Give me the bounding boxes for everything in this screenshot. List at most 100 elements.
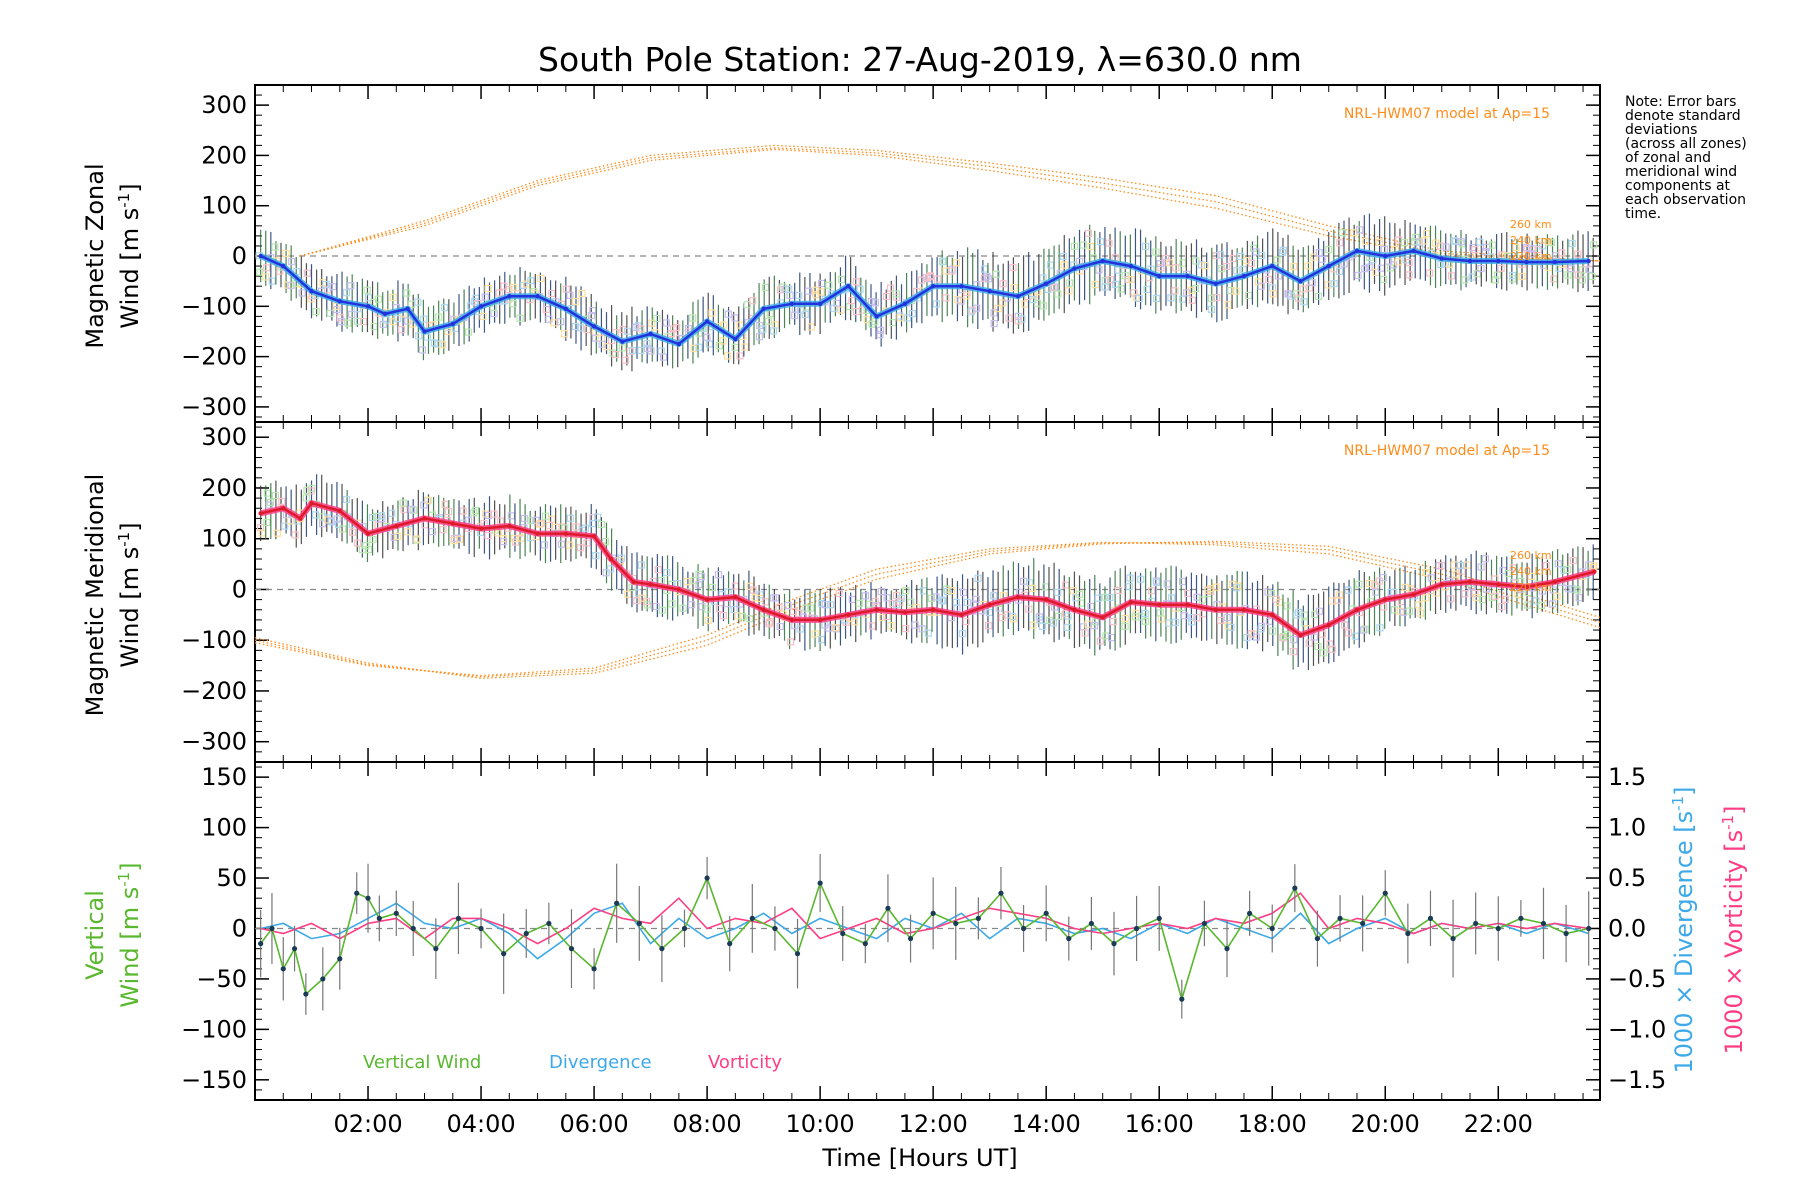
sample-point bbox=[657, 576, 665, 585]
sample-point bbox=[632, 323, 640, 331]
sample-point bbox=[973, 304, 981, 312]
sample-point bbox=[456, 535, 464, 543]
note-line: meridional wind bbox=[1625, 164, 1737, 180]
sample-point bbox=[1542, 562, 1550, 570]
sample-point bbox=[807, 604, 815, 612]
vertical-wind-point bbox=[659, 946, 665, 952]
series-point bbox=[930, 283, 936, 289]
vertical-wind-point bbox=[410, 925, 416, 932]
sample-point bbox=[1272, 595, 1280, 603]
sample-point bbox=[1257, 282, 1265, 290]
sample-point bbox=[766, 310, 774, 318]
sample-point bbox=[1450, 237, 1458, 245]
y-tick-label: −50 bbox=[196, 965, 247, 993]
sample-point bbox=[1338, 229, 1347, 237]
sample-point bbox=[654, 566, 662, 574]
series-point bbox=[987, 602, 992, 607]
sample-point bbox=[1212, 252, 1220, 260]
vorticity-ylabel-text: 1000 × Vorticity [s bbox=[1720, 830, 1748, 1055]
sample-point bbox=[705, 340, 713, 348]
series-point bbox=[1128, 599, 1134, 605]
sample-point bbox=[1090, 621, 1099, 630]
sample-point bbox=[771, 321, 779, 329]
sample-point bbox=[1416, 609, 1425, 617]
sample-point bbox=[1105, 239, 1113, 247]
sample-point bbox=[424, 496, 432, 504]
sample-point bbox=[1326, 640, 1334, 648]
sample-point bbox=[826, 601, 835, 609]
sample-point bbox=[1234, 582, 1242, 590]
sample-point bbox=[1549, 586, 1557, 594]
divergence-ylabel-sup: -1 bbox=[1669, 796, 1687, 811]
sample-point bbox=[397, 326, 406, 334]
sample-point bbox=[509, 283, 518, 292]
sample-point bbox=[1305, 639, 1313, 647]
sample-point bbox=[994, 304, 1002, 313]
vertical-wind-point bbox=[1382, 890, 1388, 896]
sample-point bbox=[286, 517, 295, 525]
sample-point bbox=[464, 328, 473, 336]
sample-point bbox=[755, 333, 764, 341]
sample-point bbox=[1038, 622, 1047, 630]
sample-point bbox=[970, 600, 978, 608]
vertical-wind-point bbox=[1088, 920, 1094, 927]
sample-point bbox=[1003, 611, 1011, 619]
sample-point bbox=[1218, 265, 1226, 273]
series-point bbox=[1411, 592, 1416, 597]
sample-point bbox=[1223, 613, 1231, 622]
sample-point bbox=[333, 515, 341, 523]
sample-point bbox=[848, 296, 856, 305]
sample-point bbox=[1192, 257, 1200, 265]
meridional-ylabel-unit: Wind [m s bbox=[116, 547, 144, 668]
sample-point bbox=[1163, 580, 1171, 588]
sample-point bbox=[1171, 618, 1180, 626]
sample-point bbox=[643, 339, 651, 348]
sample-point bbox=[805, 287, 813, 295]
sample-point bbox=[876, 331, 884, 339]
series-point bbox=[1524, 259, 1529, 265]
series-point bbox=[1241, 273, 1247, 279]
sample-point bbox=[746, 615, 754, 623]
sample-point bbox=[683, 578, 691, 586]
sample-point bbox=[1049, 619, 1057, 627]
sample-point bbox=[1310, 253, 1318, 261]
sample-point bbox=[581, 524, 589, 532]
sample-point bbox=[1079, 241, 1087, 249]
vertical-wind-point bbox=[1518, 915, 1524, 921]
sample-point bbox=[1405, 607, 1414, 615]
sample-point bbox=[952, 598, 960, 606]
vertical-wind-point bbox=[1292, 885, 1298, 891]
right-tick-label: 0.5 bbox=[1608, 864, 1646, 892]
sample-point bbox=[481, 293, 489, 301]
sample-point bbox=[1245, 291, 1253, 299]
vertical-wind-point bbox=[772, 925, 778, 932]
sample-point bbox=[587, 311, 596, 320]
sample-point bbox=[1422, 594, 1430, 602]
x-tick-label: 02:00 bbox=[333, 1110, 402, 1138]
sample-point bbox=[942, 585, 950, 593]
sample-point bbox=[339, 525, 347, 533]
sample-point bbox=[1121, 614, 1129, 622]
sample-point bbox=[312, 307, 320, 316]
y-tick-label: 200 bbox=[201, 141, 247, 169]
vertical-wind-point bbox=[546, 920, 552, 927]
series-point bbox=[676, 341, 682, 347]
sample-point bbox=[1477, 563, 1485, 571]
series-point bbox=[1241, 607, 1247, 612]
sample-point bbox=[265, 501, 273, 509]
sample-point bbox=[1087, 602, 1095, 611]
sample-point bbox=[1168, 594, 1176, 602]
sample-point bbox=[322, 280, 330, 289]
sample-point bbox=[1422, 568, 1430, 577]
sample-point bbox=[918, 625, 926, 633]
sample-point bbox=[1269, 290, 1277, 298]
sample-point bbox=[922, 273, 931, 282]
sample-point bbox=[626, 347, 635, 355]
plot-frame bbox=[254, 761, 1601, 1101]
series-point bbox=[337, 299, 342, 304]
sample-point bbox=[990, 309, 998, 317]
series-point bbox=[535, 531, 540, 536]
sample-point bbox=[479, 312, 487, 320]
sample-point bbox=[1400, 239, 1409, 247]
y-tick-label: 0 bbox=[232, 242, 247, 270]
